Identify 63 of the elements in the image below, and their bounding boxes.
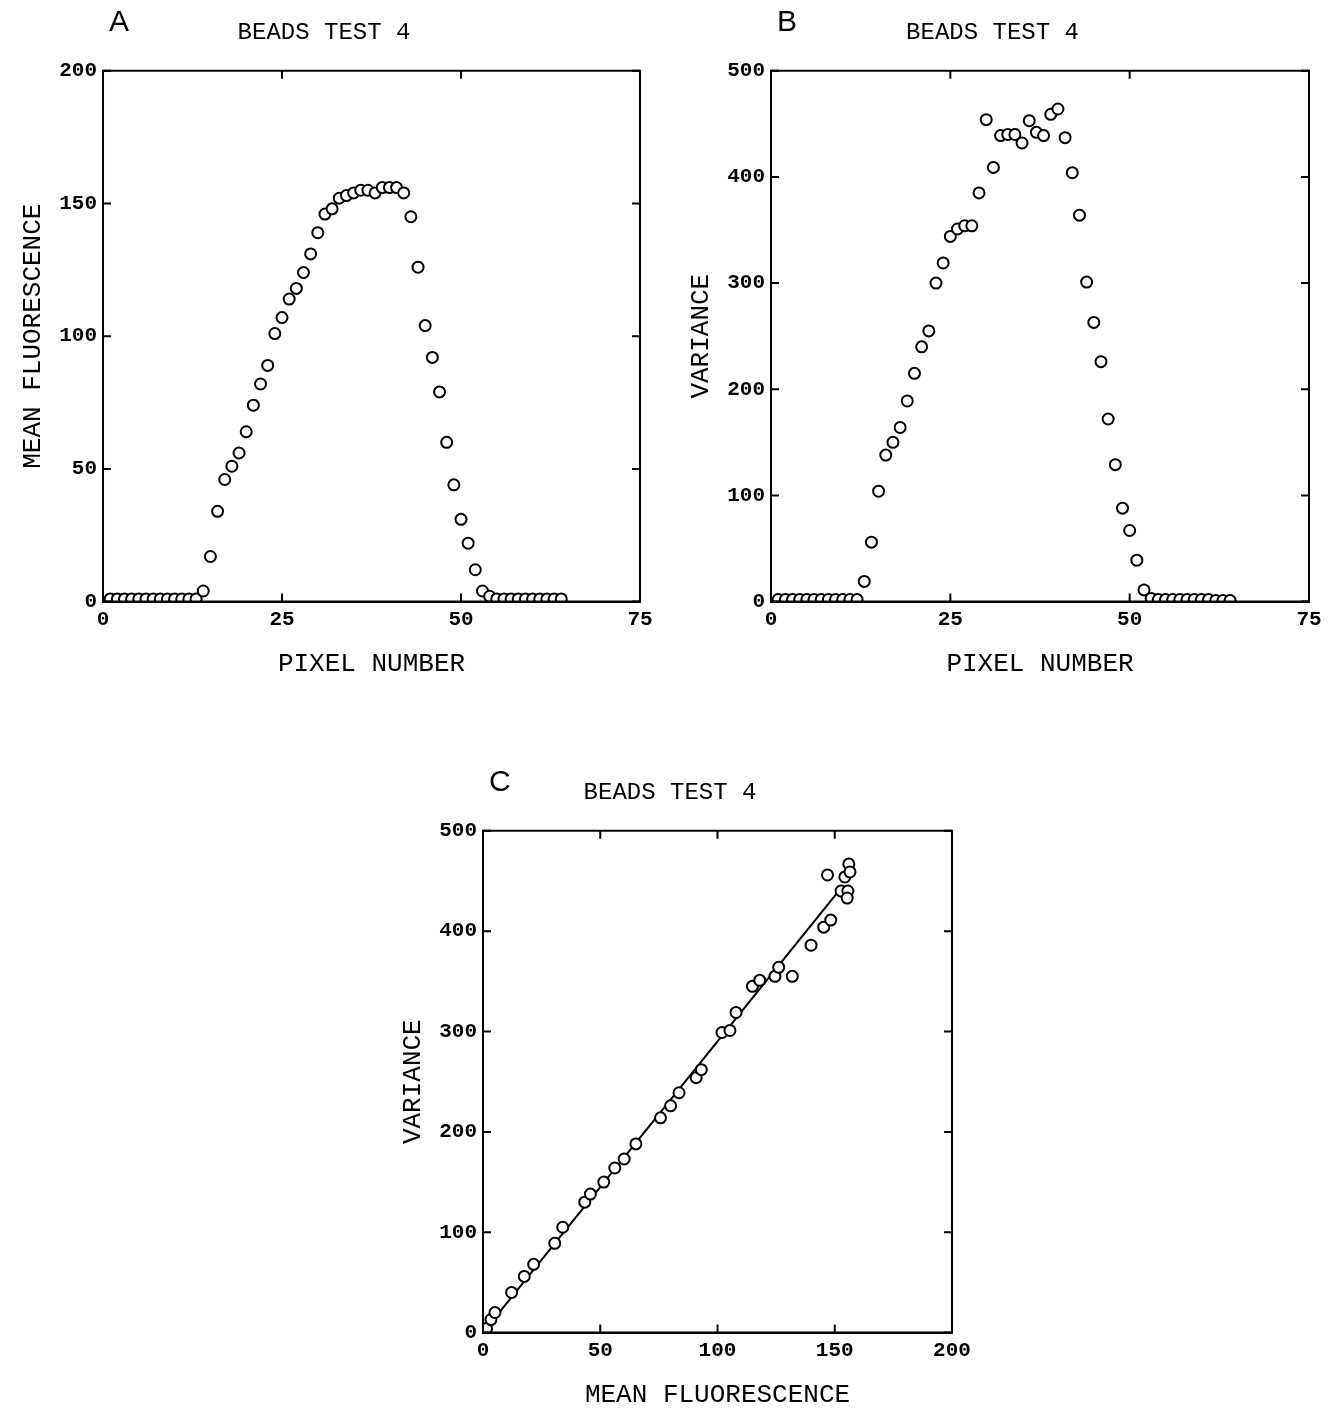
y-axis-title: VARIANCE [398, 1019, 429, 1145]
y-tick-label: 200 [59, 59, 98, 83]
y-axis-title: MEAN FLUORESCENCE [18, 203, 49, 469]
point [608, 1161, 622, 1175]
y-tick-label: 500 [727, 59, 766, 83]
y-tick-label: 400 [727, 165, 766, 189]
x-tick-label: 25 [269, 608, 295, 632]
y-tick-label: 150 [59, 191, 98, 215]
point [824, 913, 838, 927]
x-tick-label: 25 [937, 608, 963, 632]
chart-title: BEADS TEST 4 [237, 18, 411, 46]
text: A [109, 4, 130, 38]
y-axis-title: VARIANCE [686, 273, 717, 399]
y-tick-label: 200 [439, 1120, 478, 1144]
y-tick-label: 100 [727, 483, 766, 507]
point [488, 1306, 502, 1320]
y-tick-label: 50 [71, 457, 98, 481]
point [723, 1024, 737, 1038]
y-tick-label: 500 [439, 819, 478, 843]
y-tick-label: 200 [727, 377, 766, 401]
x-axis-title: PIXEL NUMBER [946, 649, 1134, 680]
point [729, 1005, 743, 1019]
point [664, 1099, 678, 1113]
y-tick-label: 0 [84, 589, 98, 613]
y-tick-label: 0 [752, 589, 766, 613]
x-tick-label: 100 [698, 1339, 737, 1363]
x-tick-label: 75 [1296, 608, 1322, 632]
point [617, 1152, 631, 1166]
x-tick-label: 50 [587, 1339, 613, 1363]
point [527, 1257, 541, 1271]
x-tick-label: 200 [933, 1339, 971, 1363]
y-tick-label: 300 [727, 271, 766, 295]
point [556, 1220, 570, 1234]
point [785, 969, 799, 983]
point [548, 1236, 562, 1250]
x-axis-title: PIXEL NUMBER [277, 649, 466, 680]
point [505, 1285, 519, 1299]
point [772, 960, 786, 974]
point [753, 973, 767, 987]
point [843, 865, 857, 879]
point [597, 1175, 611, 1189]
x-axis-title: MEAN FLUORESCENCE [584, 1380, 851, 1411]
y-tick-label: 300 [439, 1019, 478, 1043]
point [654, 1111, 668, 1125]
text: B [777, 4, 798, 38]
text: C [489, 764, 511, 798]
point [694, 1063, 708, 1077]
x-tick-label: 150 [815, 1339, 854, 1363]
point [517, 1269, 531, 1283]
x-tick-label: 50 [1117, 608, 1143, 632]
chart-title: BEADS TEST 4 [583, 778, 757, 806]
point [583, 1187, 597, 1201]
x-tick-label: 75 [627, 608, 653, 632]
y-tick-label: 100 [439, 1220, 478, 1244]
y-tick-label: 400 [439, 919, 478, 943]
point [629, 1137, 643, 1151]
point [820, 868, 834, 882]
chart-title: BEADS TEST 4 [906, 18, 1079, 46]
point [672, 1086, 686, 1100]
point [804, 938, 818, 952]
point [840, 891, 854, 905]
y-tick-label: 0 [464, 1320, 478, 1344]
y-tick-label: 100 [59, 324, 98, 348]
